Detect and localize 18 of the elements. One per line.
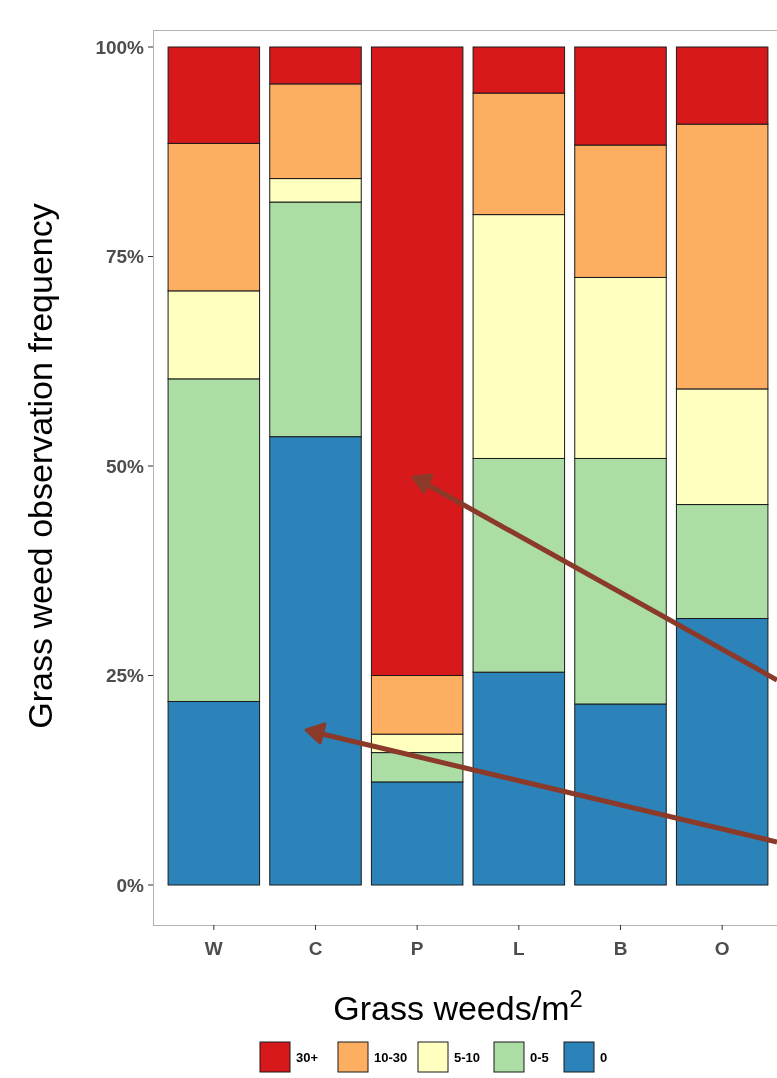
x-tick-label: W bbox=[204, 938, 223, 959]
y-tick-label: 50% bbox=[105, 455, 145, 477]
y-tick-label: 100% bbox=[95, 36, 145, 58]
x-tick-label: O bbox=[714, 938, 730, 959]
legend-label: 10-30 bbox=[374, 1049, 408, 1065]
legend-label: 30+ bbox=[296, 1049, 319, 1065]
x-tick-label: C bbox=[308, 938, 323, 959]
legend-label: 5-10 bbox=[454, 1049, 481, 1065]
x-tick-label: B bbox=[613, 938, 628, 959]
y-tick-label: 25% bbox=[105, 665, 145, 687]
y-axis-title: Grass weed observation frequency bbox=[21, 203, 59, 729]
x-tick-label: L bbox=[513, 938, 526, 959]
legend-label: 0-5 bbox=[530, 1049, 549, 1065]
y-tick-label: 0% bbox=[116, 874, 145, 896]
x-axis-title: Grass weeds/m$^{2}$ bbox=[333, 984, 583, 1027]
x-tick-label: P bbox=[410, 938, 424, 959]
y-tick-label: 75% bbox=[105, 246, 145, 268]
legend-label: 0 bbox=[600, 1049, 608, 1065]
